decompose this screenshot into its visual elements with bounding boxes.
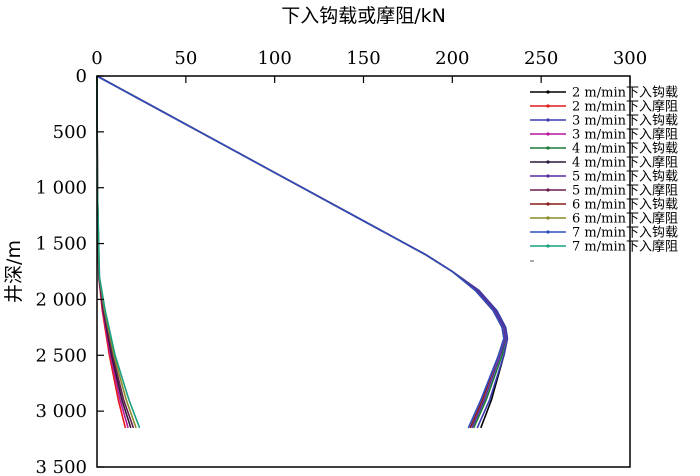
- y-axis-title: 井深/m: [3, 240, 25, 303]
- y-tick-label: 3 500: [35, 457, 87, 476]
- legend-marker: [546, 104, 550, 108]
- x-tick-label: 250: [524, 48, 558, 69]
- legend-marker: [546, 244, 550, 248]
- legend-marker: [546, 174, 550, 178]
- legend-label: 7 m/min下入钩载: [572, 226, 678, 241]
- x-tick-label: 0: [91, 48, 102, 69]
- y-tick-label: 0: [76, 66, 87, 87]
- series-line-7: [96, 75, 507, 429]
- legend-marker: [546, 132, 550, 136]
- plot-area: [96, 75, 509, 429]
- legend-marker: [546, 160, 550, 164]
- x-tick-label: 300: [613, 48, 647, 69]
- y-tick-label: 3 000: [35, 401, 87, 422]
- legend-label: 4 m/min下入摩阻: [572, 155, 678, 171]
- legend-marker: [546, 202, 550, 206]
- legend-marker: [546, 188, 550, 192]
- axis-ticks: 0 50 100 150 200 250 300 0 500 1 000 1 500 2 000 2 5…: [35, 48, 647, 476]
- y-tick-label: 500: [53, 122, 87, 143]
- x-tick-label: 150: [346, 48, 380, 69]
- legend-label: 2 m/min下入摩阻: [572, 99, 678, 115]
- series-line-3: [96, 75, 509, 429]
- legend-label: 3 m/min下入钩载: [572, 114, 678, 129]
- legend-marker: [546, 118, 550, 122]
- legend-marker: [546, 216, 550, 220]
- series-line-1: [96, 75, 509, 429]
- legend-label: 3 m/min下入摩阻: [572, 127, 678, 143]
- legend-marker: [546, 146, 550, 150]
- series-line-9: [96, 75, 505, 429]
- x-axis-title: 下入钩载或摩阻/kN: [281, 5, 446, 27]
- y-tick-label: 1 500: [35, 234, 87, 255]
- y-tick-label: 1 000: [35, 178, 87, 199]
- series-line-5: [96, 75, 507, 429]
- legend-label: 7 m/min下入摩阻: [572, 239, 678, 255]
- x-tick-label: 100: [257, 48, 291, 69]
- legend-label: 5 m/min下入摩阻: [572, 183, 678, 199]
- legend-label: 6 m/min下入摩阻: [572, 211, 678, 227]
- x-tick-label: 50: [174, 48, 197, 69]
- x-tick-label: 200: [435, 48, 469, 69]
- legend-label: 6 m/min下入钩载: [572, 198, 678, 213]
- legend-label: 5 m/min下入钩载: [572, 170, 678, 185]
- y-tick-label: 2 500: [35, 345, 87, 366]
- legend-marker: [546, 230, 550, 234]
- legend-label: 2 m/min下入钩载: [572, 86, 678, 101]
- legend-label: 4 m/min下入钩载: [572, 142, 678, 157]
- y-tick-label: 2 000: [35, 289, 87, 310]
- series-line-11: [96, 75, 505, 429]
- legend-marker: [546, 90, 550, 94]
